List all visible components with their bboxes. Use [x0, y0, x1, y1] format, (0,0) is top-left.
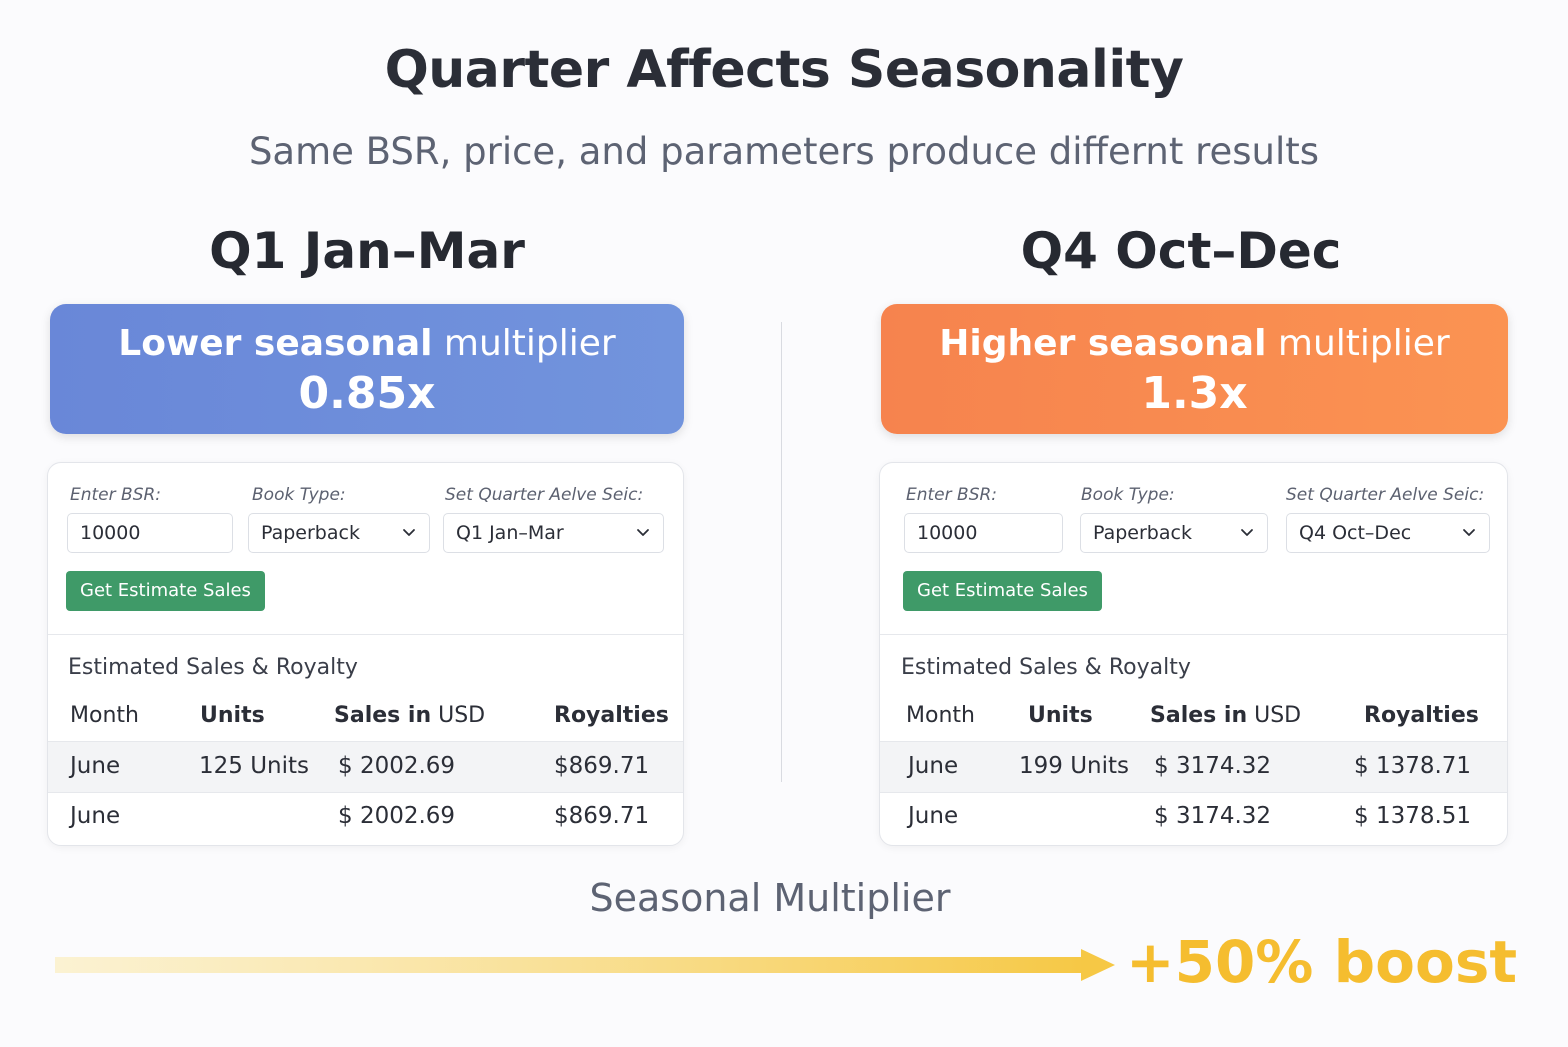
col-royalties-label: Royalties: [1364, 703, 1479, 728]
get-estimate-button[interactable]: Get Estimate Sales: [903, 571, 1102, 611]
chevron-down-icon: [1463, 529, 1475, 536]
q1-heading: Q1 Jan–Mar: [209, 222, 525, 280]
row1-units: 125 Units: [199, 753, 310, 779]
row1-units: 199 Units: [1019, 753, 1130, 779]
col-sales-strong: Sales in: [1150, 703, 1248, 728]
get-estimate-button[interactable]: Get Estimate Sales: [66, 571, 265, 611]
row2-sales: $ 2002.69: [338, 803, 456, 829]
book-type-value: Paperback: [1093, 522, 1192, 544]
q1-banner-rest: multiplier: [432, 323, 616, 364]
q4-multiplier-value: 1.3x: [1141, 368, 1248, 419]
col-royalties: Royalties: [554, 703, 669, 728]
book-type-select[interactable]: Paperback: [248, 513, 430, 553]
row2-royalties: $ 1378.51: [1354, 803, 1472, 829]
book-type-label: Book Type:: [1081, 485, 1175, 505]
q4-estimator-card: Enter BSR: Book Type: Set Quarter Aelve …: [879, 462, 1508, 846]
row1-sales: $ 3174.32: [1154, 753, 1272, 779]
q4-banner-strong: Higher seasonal: [939, 323, 1267, 364]
bsr-label: Enter BSR:: [906, 485, 998, 505]
row1-royalties: $ 1378.71: [1354, 753, 1472, 779]
row1-month: June: [70, 753, 121, 779]
col-royalties-label: Royalties: [554, 703, 669, 728]
col-sales-strong: Sales in: [334, 703, 432, 728]
table-row: [48, 741, 683, 793]
card-divider: [48, 634, 683, 635]
book-type-select[interactable]: Paperback: [1080, 513, 1268, 553]
bsr-label: Enter BSR:: [70, 485, 162, 505]
quarter-label: Set Quarter Aelve Seic:: [445, 485, 644, 505]
col-sales-rest: USD: [431, 703, 486, 728]
col-sales: Sales in USD: [334, 703, 485, 728]
quarter-value: Q1 Jan–Mar: [456, 522, 564, 544]
q1-estimator-card: Enter BSR: Book Type: Set Quarter Aelve …: [47, 462, 684, 846]
quarter-select[interactable]: Q1 Jan–Mar: [443, 513, 664, 553]
col-sales-rest: USD: [1247, 703, 1302, 728]
q1-banner-strong: Lower seasonal: [118, 323, 433, 364]
row2-royalties: $869.71: [554, 803, 650, 829]
card-divider: [880, 634, 1507, 635]
q1-banner-caption: Lower seasonal multiplier: [50, 322, 684, 366]
q1-multiplier-banner: Lower seasonal multiplier 0.85x: [50, 304, 684, 434]
col-units: Units: [1028, 703, 1093, 728]
quarter-label: Set Quarter Aelve Seic:: [1286, 485, 1485, 505]
seasonal-multiplier-label: Seasonal Multiplier: [589, 876, 951, 920]
row1-month: June: [908, 753, 959, 779]
row2-month: June: [908, 803, 959, 829]
center-divider: [781, 322, 782, 782]
chevron-down-icon: [637, 529, 649, 536]
page-subtitle: Same BSR, price, and parameters produce …: [248, 130, 1320, 173]
row1-royalties: $869.71: [554, 753, 650, 779]
row2-month: June: [70, 803, 121, 829]
col-units: Units: [200, 703, 265, 728]
col-units-label: Units: [1028, 703, 1093, 728]
results-title: Estimated Sales & Royalty: [68, 655, 358, 680]
quarter-value: Q4 Oct–Dec: [1299, 522, 1412, 544]
chevron-down-icon: [403, 529, 415, 536]
quarter-select[interactable]: Q4 Oct–Dec: [1286, 513, 1490, 553]
book-type-label: Book Type:: [252, 485, 346, 505]
page-title: Quarter Affects Seasonality: [384, 40, 1184, 100]
q1-multiplier-value: 0.85x: [298, 368, 436, 419]
bsr-input[interactable]: 10000: [904, 513, 1063, 553]
col-month: Month: [70, 703, 139, 728]
q4-multiplier-banner: Higher seasonal multiplier 1.3x: [881, 304, 1508, 434]
row2-sales: $ 3174.32: [1154, 803, 1272, 829]
col-month: Month: [906, 703, 975, 728]
q4-banner-rest: multiplier: [1266, 323, 1450, 364]
col-units-label: Units: [200, 703, 265, 728]
col-sales: Sales in USD: [1150, 703, 1301, 728]
q4-heading: Q4 Oct–Dec: [1020, 222, 1342, 280]
bsr-input[interactable]: 10000: [67, 513, 233, 553]
results-title: Estimated Sales & Royalty: [901, 655, 1191, 680]
boost-value: +50% boost: [1126, 928, 1518, 996]
q4-banner-caption: Higher seasonal multiplier: [881, 322, 1508, 366]
chevron-down-icon: [1241, 529, 1253, 536]
col-royalties: Royalties: [1364, 703, 1479, 728]
right-arrow-icon: [55, 949, 1115, 981]
table-row: [880, 741, 1507, 793]
book-type-value: Paperback: [261, 522, 360, 544]
row1-sales: $ 2002.69: [338, 753, 456, 779]
